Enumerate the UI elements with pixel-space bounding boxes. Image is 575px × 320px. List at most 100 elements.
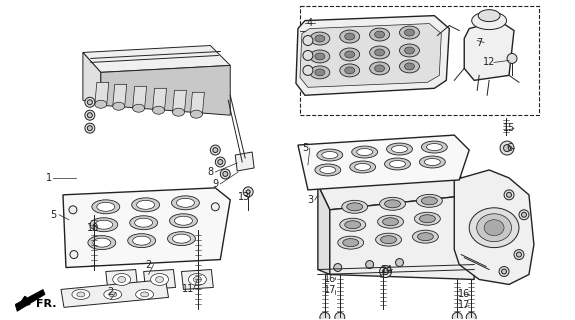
Ellipse shape bbox=[152, 106, 164, 114]
Ellipse shape bbox=[424, 158, 440, 165]
Ellipse shape bbox=[419, 215, 435, 223]
Ellipse shape bbox=[104, 289, 122, 300]
Ellipse shape bbox=[352, 146, 378, 158]
Ellipse shape bbox=[167, 232, 196, 246]
Ellipse shape bbox=[310, 66, 330, 79]
Ellipse shape bbox=[385, 158, 411, 170]
Ellipse shape bbox=[378, 215, 404, 228]
Polygon shape bbox=[61, 279, 168, 307]
Ellipse shape bbox=[380, 197, 405, 210]
Text: 2: 2 bbox=[145, 260, 152, 269]
Text: 7: 7 bbox=[476, 37, 482, 47]
Polygon shape bbox=[300, 24, 442, 87]
Ellipse shape bbox=[415, 212, 440, 225]
Ellipse shape bbox=[343, 239, 359, 247]
Ellipse shape bbox=[416, 194, 442, 207]
Text: 16: 16 bbox=[458, 289, 470, 300]
Ellipse shape bbox=[172, 234, 190, 243]
Circle shape bbox=[215, 157, 225, 167]
Circle shape bbox=[85, 97, 95, 107]
Ellipse shape bbox=[338, 236, 363, 249]
Ellipse shape bbox=[472, 12, 507, 29]
Ellipse shape bbox=[382, 218, 398, 226]
Ellipse shape bbox=[386, 143, 412, 155]
Ellipse shape bbox=[189, 274, 206, 285]
Text: 10: 10 bbox=[87, 223, 99, 233]
Polygon shape bbox=[133, 86, 147, 108]
Circle shape bbox=[501, 269, 507, 274]
Ellipse shape bbox=[156, 276, 163, 283]
Ellipse shape bbox=[345, 67, 355, 74]
Circle shape bbox=[223, 172, 228, 176]
Ellipse shape bbox=[133, 236, 151, 245]
Circle shape bbox=[85, 123, 95, 133]
Text: 3: 3 bbox=[307, 195, 313, 205]
Ellipse shape bbox=[478, 10, 500, 22]
Text: 2: 2 bbox=[108, 287, 114, 297]
Ellipse shape bbox=[350, 161, 375, 173]
Ellipse shape bbox=[151, 274, 168, 285]
Ellipse shape bbox=[345, 33, 355, 40]
Circle shape bbox=[87, 113, 93, 118]
Circle shape bbox=[522, 212, 527, 217]
Text: 13: 13 bbox=[238, 192, 250, 202]
Ellipse shape bbox=[389, 161, 405, 167]
Polygon shape bbox=[63, 188, 230, 268]
Ellipse shape bbox=[412, 230, 438, 243]
Ellipse shape bbox=[170, 214, 197, 228]
Ellipse shape bbox=[370, 28, 389, 41]
Text: 5: 5 bbox=[50, 210, 56, 220]
Ellipse shape bbox=[400, 44, 419, 57]
Circle shape bbox=[500, 141, 514, 155]
Ellipse shape bbox=[404, 29, 415, 36]
Ellipse shape bbox=[174, 216, 193, 225]
Circle shape bbox=[213, 148, 218, 153]
Ellipse shape bbox=[113, 102, 125, 110]
Text: 12: 12 bbox=[483, 57, 495, 68]
Ellipse shape bbox=[347, 203, 363, 211]
Ellipse shape bbox=[421, 197, 438, 205]
Ellipse shape bbox=[340, 30, 360, 43]
Circle shape bbox=[320, 312, 330, 320]
Text: 9: 9 bbox=[212, 179, 218, 189]
Ellipse shape bbox=[320, 166, 336, 173]
Circle shape bbox=[507, 192, 512, 197]
Text: 1: 1 bbox=[46, 173, 52, 183]
Circle shape bbox=[246, 190, 250, 194]
Circle shape bbox=[514, 250, 524, 260]
Ellipse shape bbox=[310, 32, 330, 45]
Circle shape bbox=[453, 312, 462, 320]
Ellipse shape bbox=[193, 276, 201, 283]
Circle shape bbox=[303, 65, 313, 76]
Polygon shape bbox=[113, 84, 126, 106]
Circle shape bbox=[516, 252, 522, 257]
Ellipse shape bbox=[340, 218, 366, 231]
Ellipse shape bbox=[113, 274, 131, 285]
Polygon shape bbox=[318, 175, 474, 210]
Ellipse shape bbox=[355, 164, 371, 171]
Circle shape bbox=[69, 206, 77, 214]
Ellipse shape bbox=[356, 148, 373, 156]
Circle shape bbox=[519, 210, 529, 220]
Ellipse shape bbox=[375, 233, 401, 246]
Circle shape bbox=[507, 53, 517, 63]
Circle shape bbox=[380, 266, 392, 277]
Ellipse shape bbox=[77, 292, 85, 297]
Polygon shape bbox=[298, 135, 469, 190]
Polygon shape bbox=[464, 20, 514, 80]
Text: 16: 16 bbox=[324, 275, 336, 284]
Ellipse shape bbox=[133, 104, 145, 112]
Ellipse shape bbox=[92, 200, 120, 214]
Ellipse shape bbox=[310, 50, 330, 63]
Text: FR.: FR. bbox=[36, 300, 56, 309]
Ellipse shape bbox=[345, 221, 361, 229]
Ellipse shape bbox=[109, 292, 117, 297]
Polygon shape bbox=[83, 52, 101, 105]
Circle shape bbox=[85, 110, 95, 120]
Polygon shape bbox=[172, 90, 186, 112]
Circle shape bbox=[504, 190, 514, 200]
Text: 8: 8 bbox=[207, 167, 213, 177]
Circle shape bbox=[70, 251, 78, 259]
Ellipse shape bbox=[171, 196, 200, 210]
Ellipse shape bbox=[370, 46, 389, 59]
